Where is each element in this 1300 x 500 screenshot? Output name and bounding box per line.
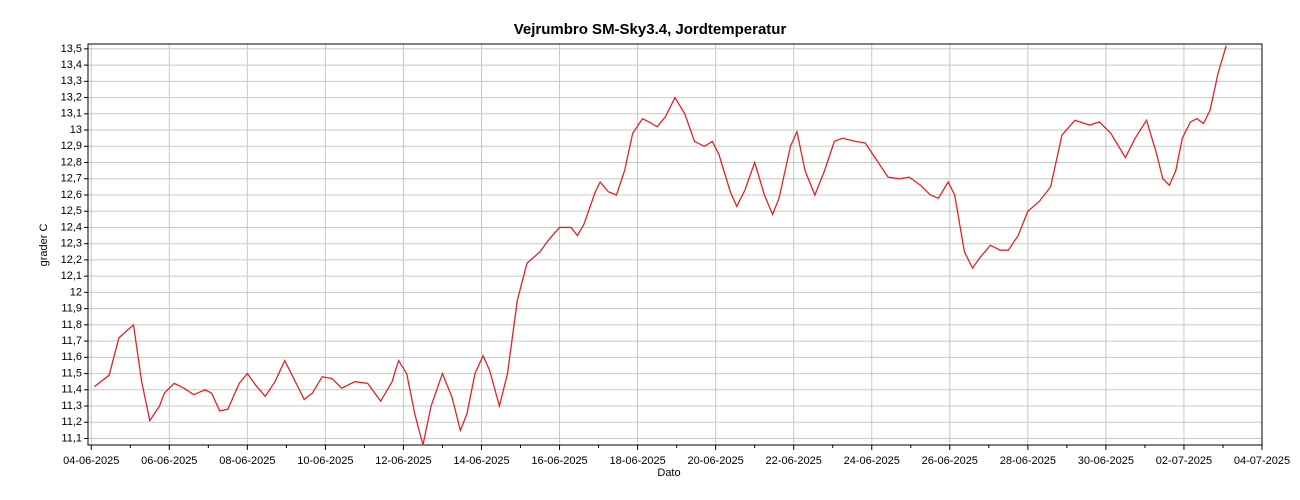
x-tick-label: 22-06-2025 (766, 455, 822, 467)
y-axis-label: grader C (38, 224, 50, 267)
y-tick-label: 11,5 (61, 367, 82, 379)
y-tick-label: 12,4 (61, 221, 82, 233)
y-tick-label: 12,6 (61, 189, 82, 201)
x-axis-label: Dato (657, 467, 680, 479)
plot-frame (87, 43, 1263, 446)
y-tick-label: 12,2 (61, 254, 82, 266)
y-tick-label: 12,9 (61, 140, 82, 152)
chart-title: Vejrumbro SM-Sky3.4, Jordtemperatur (514, 21, 787, 38)
y-tick-label: 13,3 (61, 75, 82, 87)
x-tick-label: 08-06-2025 (219, 455, 275, 467)
y-tick-label: 11,1 (61, 432, 82, 444)
x-tick-label: 06-06-2025 (141, 455, 197, 467)
y-tick-label: 11,8 (61, 319, 82, 331)
y-tick-label: 12,7 (61, 173, 82, 185)
y-tick-label: 13,2 (61, 91, 82, 103)
y-tick-label: 12,1 (61, 270, 82, 282)
y-tick-label: 11,7 (61, 335, 82, 347)
y-tick-label: 11,6 (61, 351, 82, 363)
x-tick-label: 12-06-2025 (375, 455, 431, 467)
y-tick-label: 12,3 (61, 238, 82, 250)
y-tick-label: 12 (70, 286, 82, 298)
x-tick-label: 28-06-2025 (1000, 455, 1056, 467)
y-tick-label: 13,4 (61, 59, 82, 71)
x-tick-label: 14-06-2025 (453, 455, 509, 467)
x-tick-label: 24-06-2025 (844, 455, 900, 467)
x-tick-label: 30-06-2025 (1078, 455, 1134, 467)
x-tick-label: 04-07-2025 (1234, 455, 1290, 467)
x-tick-label: 20-06-2025 (688, 455, 744, 467)
x-tick-label: 10-06-2025 (297, 455, 353, 467)
x-tick-label: 02-07-2025 (1156, 455, 1212, 467)
y-tick-label: 11,2 (61, 416, 82, 428)
data-line (94, 45, 1227, 446)
y-tick-label: 11,3 (61, 400, 82, 412)
x-tick-label: 04-06-2025 (63, 455, 119, 467)
y-tick-label: 13 (70, 124, 82, 136)
y-tick-label: 11,4 (61, 384, 82, 396)
x-tick-label: 18-06-2025 (609, 455, 665, 467)
x-tick-label: 16-06-2025 (531, 455, 587, 467)
y-tick-label: 13,5 (61, 43, 82, 55)
x-tick-label: 26-06-2025 (922, 455, 978, 467)
y-tick-label: 12,8 (61, 156, 82, 168)
y-tick-label: 13,1 (61, 108, 82, 120)
y-tick-label: 11,9 (61, 303, 82, 315)
y-tick-label: 12,5 (61, 205, 82, 217)
